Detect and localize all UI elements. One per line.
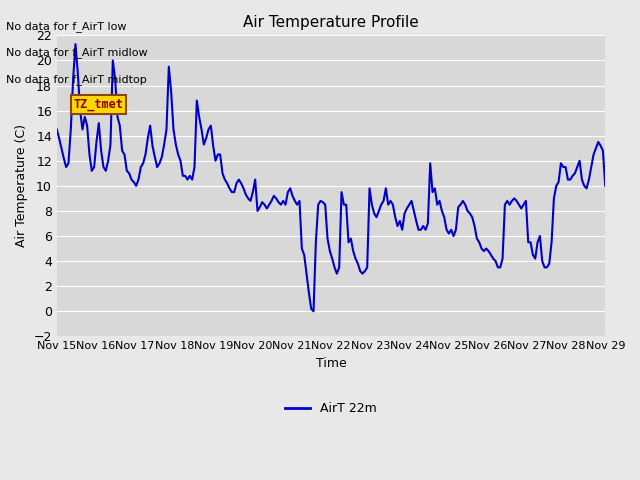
- Text: No data for f_AirT low: No data for f_AirT low: [6, 21, 127, 32]
- Text: No data for f_AirT midtop: No data for f_AirT midtop: [6, 73, 147, 84]
- Legend: AirT 22m: AirT 22m: [280, 397, 382, 420]
- Title: Air Temperature Profile: Air Temperature Profile: [243, 15, 419, 30]
- X-axis label: Time: Time: [316, 357, 346, 370]
- Y-axis label: Air Temperature (C): Air Temperature (C): [15, 124, 28, 247]
- Text: TZ_tmet: TZ_tmet: [74, 98, 124, 111]
- Text: No data for f_AirT midlow: No data for f_AirT midlow: [6, 47, 148, 58]
